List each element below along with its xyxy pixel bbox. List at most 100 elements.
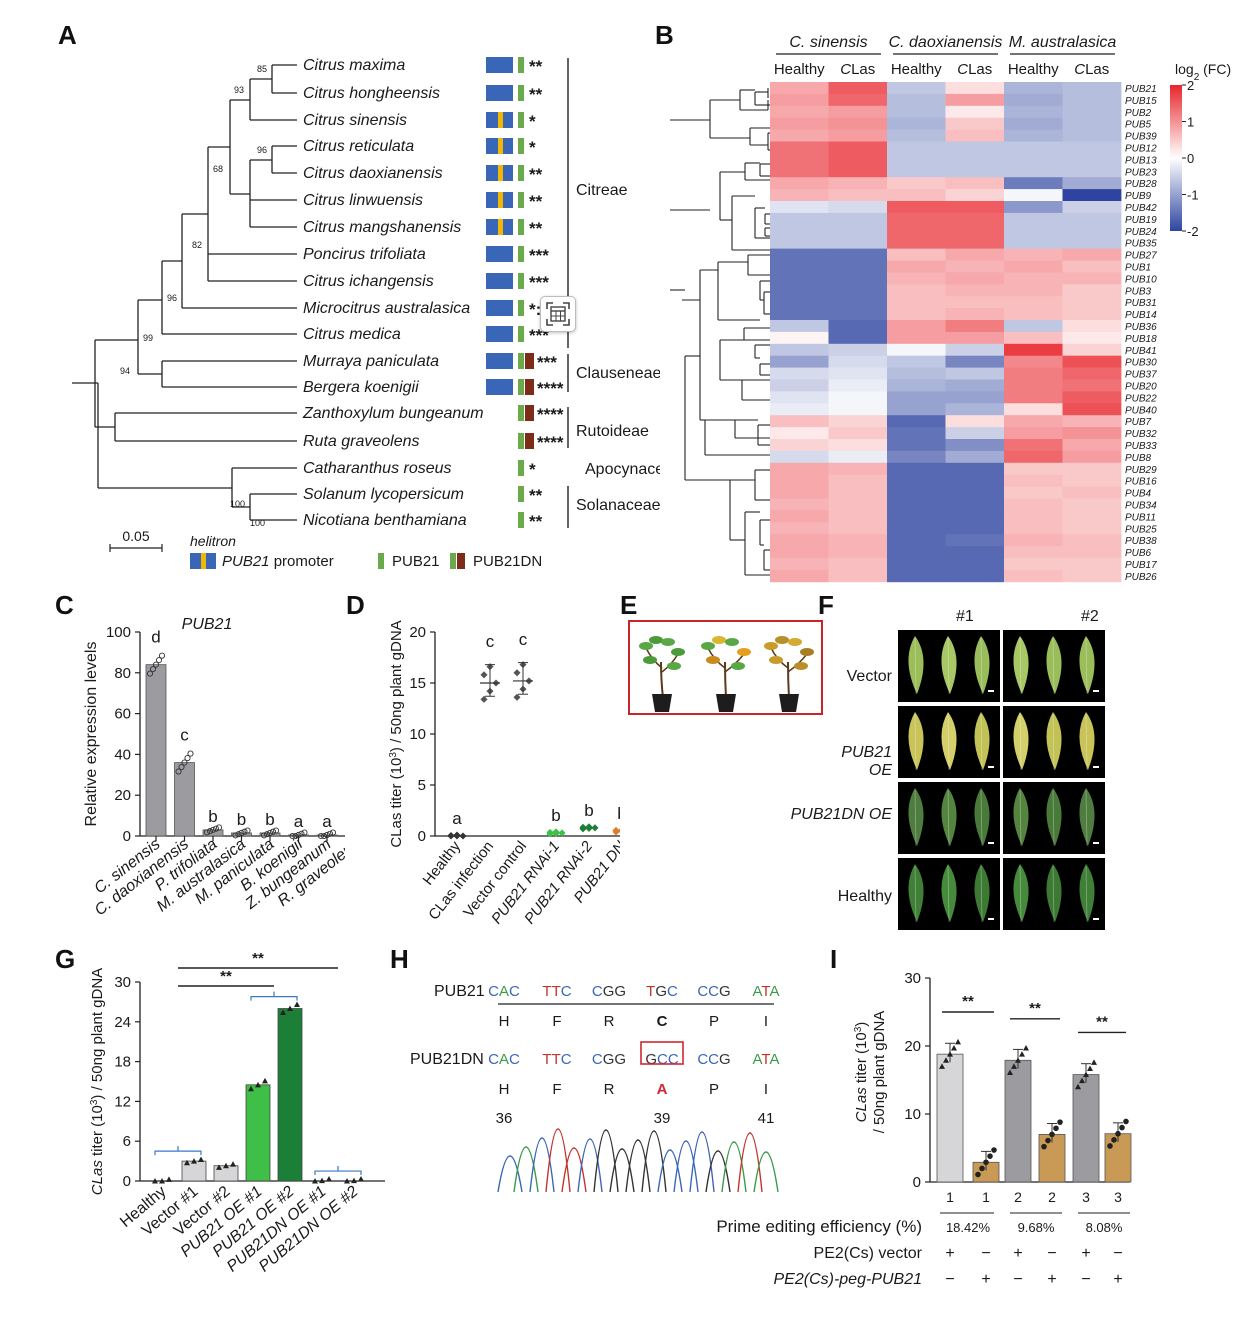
- heatmap-cell: [887, 427, 946, 440]
- leaf-shape: [941, 788, 957, 846]
- heatmap-cell: [828, 403, 888, 416]
- heatmap-cell: [945, 546, 1005, 559]
- heatmap-cell: [1062, 546, 1122, 559]
- data-point: [248, 1085, 254, 1092]
- heatmap-cell: [1062, 296, 1122, 309]
- heatmap-cell: [1004, 439, 1063, 452]
- heatmap-cell: [1004, 415, 1063, 428]
- y-tick-label: 20: [409, 624, 426, 641]
- leaf-vein: [980, 637, 983, 695]
- heatmap-cell: [945, 224, 1005, 238]
- heatmap-cell: [945, 367, 1005, 380]
- heatmap-cell: [1062, 474, 1122, 487]
- heatmap-cell: [945, 379, 1005, 392]
- y-axis-label: CLas titer (103) / 50ng plant gDNA: [388, 620, 406, 847]
- heatmap-cell: [828, 450, 888, 464]
- nucleotide: C: [509, 1051, 520, 1068]
- heatmap-cell: [945, 177, 1005, 190]
- heatmap-cell: [770, 474, 829, 487]
- heatmap-row-label: PUB1: [1125, 263, 1151, 274]
- data-point: [979, 1165, 985, 1172]
- heatmap-cell: [1004, 129, 1063, 142]
- data-point: [546, 828, 554, 836]
- significance-stars: ****: [537, 433, 564, 452]
- table-view-button[interactable]: [540, 296, 576, 332]
- data-point: [552, 828, 560, 836]
- nucleotide: T: [761, 983, 770, 1000]
- heatmap-cell: [1004, 343, 1063, 357]
- nucleotide: C: [509, 983, 520, 1000]
- data-point: [212, 825, 220, 832]
- taxon-label: Citrus linwuensis: [303, 192, 423, 209]
- heatmap-cell: [945, 129, 1005, 142]
- significance-letter: c: [180, 726, 189, 745]
- group-bracket: [154, 1146, 202, 1156]
- species-header: C. sinensis: [789, 34, 867, 51]
- heatmap-cell: [1004, 462, 1063, 476]
- heatmap-cell: [887, 331, 946, 345]
- heatmap-cell: [887, 141, 946, 154]
- heatmap-cell: [1004, 558, 1063, 571]
- bootstrap-value: 96: [167, 293, 177, 303]
- nucleotide: C: [561, 983, 572, 1000]
- y-tick-label: 15: [409, 675, 426, 692]
- heatmap-cell: [1004, 212, 1063, 226]
- heatmap-cell: [1004, 308, 1063, 321]
- heatmap-cell: [945, 260, 1005, 273]
- amino-acid: H: [499, 1013, 510, 1030]
- heatmap-cell: [1004, 320, 1063, 333]
- taxon-label: Catharanthus roseus: [303, 460, 452, 477]
- nucleotide: G: [614, 983, 626, 1000]
- bootstrap-value: 68: [213, 164, 223, 174]
- data-point: [344, 1178, 350, 1184]
- heatmap-cell: [770, 117, 829, 130]
- leaf-vein: [1085, 865, 1088, 923]
- heatmap-cell: [828, 379, 888, 392]
- nucleotide: C: [668, 1051, 679, 1068]
- heatmap-cell: [828, 474, 888, 487]
- heatmap-cell: [887, 569, 946, 583]
- group-label: Citreae: [576, 182, 628, 199]
- vector-sign: −: [1047, 1245, 1056, 1262]
- colorbar-tick-label: 2: [1187, 78, 1194, 93]
- data-point: [298, 830, 305, 837]
- species-header: M. australasica: [1009, 34, 1117, 51]
- ylabel-end: ) / 50ng plant gDNA: [89, 968, 106, 1100]
- heatmap-cell: [945, 296, 1005, 309]
- heatmap-cell: [828, 189, 888, 202]
- heatmap-cell: [887, 236, 946, 249]
- pub21-mark: [518, 300, 524, 316]
- significance-stars: **: [529, 85, 543, 104]
- colorbar-tick-label: 1: [1187, 115, 1194, 130]
- data-point: [289, 832, 296, 840]
- leaf-shape: [1079, 712, 1095, 770]
- x-tick-label: 1: [982, 1189, 990, 1205]
- heatmap-cell: [887, 224, 946, 238]
- data-point: [216, 1164, 222, 1170]
- significance-letter: b: [208, 807, 217, 826]
- data-point: [326, 830, 334, 837]
- codon: TTC: [542, 1051, 571, 1068]
- amino-acid: P: [709, 1081, 719, 1098]
- heatmap-cell: [828, 141, 888, 154]
- data-point: [152, 1178, 158, 1184]
- table-icon: [546, 302, 570, 326]
- heatmap-cell: [770, 141, 829, 154]
- heatmap-cell: [828, 201, 888, 214]
- significance-stars: **: [220, 968, 232, 985]
- heatmap-row-label: PUB17: [1125, 560, 1157, 571]
- data-point: [191, 1158, 197, 1164]
- heatmap-cell: [770, 486, 829, 499]
- data-point: [1111, 1137, 1117, 1143]
- data-point: [158, 652, 166, 659]
- nucleotide: T: [552, 983, 561, 1000]
- colorbar-tick-label: 0: [1187, 151, 1194, 166]
- data-point: [166, 1176, 172, 1182]
- heatmap-cell: [1004, 177, 1063, 190]
- data-point: [1041, 1143, 1047, 1150]
- y-tick-label: 10: [409, 726, 426, 743]
- heatmap-cell: [1062, 439, 1122, 452]
- vector-sign: −: [981, 1245, 990, 1262]
- data-point: [1119, 1124, 1125, 1131]
- data-point: [262, 1077, 268, 1084]
